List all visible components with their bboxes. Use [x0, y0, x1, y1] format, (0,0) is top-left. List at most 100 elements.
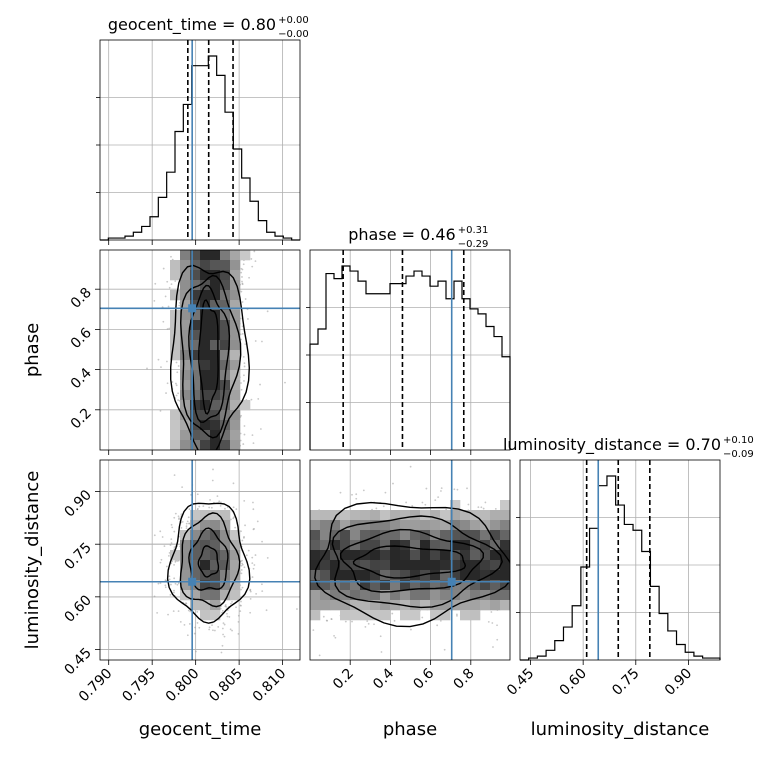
- density-cell: [220, 350, 231, 361]
- density-cell: [330, 560, 341, 571]
- density-cell: [230, 350, 241, 361]
- sample-point: [251, 434, 254, 437]
- density-cell: [370, 610, 381, 621]
- sample-point: [240, 388, 243, 391]
- density-cell: [450, 540, 461, 551]
- sample-point: [237, 633, 240, 635]
- density-cell: [460, 600, 471, 611]
- sample-point: [251, 265, 254, 268]
- sample-point: [243, 365, 246, 368]
- density-cell: [210, 570, 221, 581]
- truth-marker: [188, 304, 197, 313]
- sample-point: [234, 526, 237, 529]
- sample-point: [173, 564, 175, 566]
- sample-point: [178, 518, 180, 521]
- density-cell: [330, 590, 341, 601]
- density-cell: [370, 550, 381, 561]
- sample-point: [198, 626, 201, 629]
- sample-point: [339, 491, 342, 494]
- density-cell: [330, 540, 341, 551]
- sample-point: [240, 564, 243, 567]
- sample-point: [421, 501, 424, 504]
- density-cell: [220, 560, 231, 571]
- density-cell: [480, 580, 491, 591]
- sample-point: [196, 622, 199, 624]
- sample-point: [240, 382, 242, 384]
- sample-point: [232, 517, 235, 520]
- density-cell: [430, 540, 441, 551]
- y-tick-label: 0.75: [61, 540, 94, 573]
- sample-point: [171, 381, 174, 383]
- sample-point: [265, 609, 268, 612]
- density-cell: [310, 510, 321, 521]
- contour-line: [197, 545, 220, 578]
- sample-point: [229, 602, 232, 605]
- sample-point: [164, 584, 167, 587]
- sample-point: [355, 497, 358, 500]
- density-cell: [440, 550, 451, 561]
- sample-point: [229, 628, 232, 631]
- sample-point: [241, 301, 244, 303]
- density-cell: [210, 280, 221, 291]
- sample-point: [456, 613, 458, 616]
- sample-point: [235, 508, 238, 511]
- density-cell: [310, 560, 321, 571]
- sample-point: [384, 491, 387, 494]
- sample-point: [250, 398, 253, 401]
- density-cell: [220, 590, 231, 601]
- sample-point: [241, 586, 244, 589]
- density-cell: [180, 360, 191, 371]
- sample-point: [247, 318, 249, 320]
- sample-point: [173, 474, 176, 477]
- density-cell: [400, 520, 411, 531]
- density-cell: [310, 520, 321, 531]
- histogram-phase: [309, 265, 511, 450]
- sample-point: [170, 538, 173, 541]
- sample-point: [410, 628, 412, 631]
- sample-point: [240, 569, 243, 571]
- density-cell: [200, 600, 211, 611]
- sample-point: [440, 487, 443, 490]
- density-cell: [420, 580, 431, 591]
- sample-point: [425, 487, 428, 490]
- sample-point: [494, 507, 497, 510]
- sample-point: [252, 508, 255, 511]
- density-cell: [200, 300, 211, 311]
- density-cell: [370, 590, 381, 601]
- density-cell: [230, 590, 241, 601]
- sample-point: [187, 609, 190, 612]
- density-cell: [240, 250, 251, 261]
- density-cell: [430, 520, 441, 531]
- sample-point: [212, 629, 214, 632]
- sample-point: [214, 629, 216, 632]
- density-cell: [330, 570, 341, 581]
- x-tick-label: 0.75: [609, 666, 642, 699]
- sample-point: [445, 508, 448, 511]
- density-cell: [360, 530, 371, 541]
- contour-line: [179, 274, 242, 439]
- density-cell: [220, 510, 231, 521]
- density-cell: [380, 580, 391, 591]
- sample-point: [240, 290, 243, 293]
- sample-point: [174, 280, 177, 283]
- density-cell: [400, 530, 411, 541]
- density-cell: [230, 410, 241, 421]
- density-cell: [200, 400, 211, 411]
- sample-point: [243, 380, 245, 382]
- density-cell: [360, 510, 371, 521]
- density-cell: [200, 380, 211, 391]
- density-cell: [170, 420, 181, 431]
- density-cell: [350, 530, 361, 541]
- density-cell: [230, 310, 241, 321]
- density-cell: [190, 560, 201, 571]
- panel-title-geocent_time: geocent_time = 0.80: [108, 15, 276, 35]
- density-cell: [330, 550, 341, 561]
- sample-point: [177, 365, 180, 367]
- density-cell: [200, 410, 211, 421]
- sample-point: [164, 579, 167, 582]
- sample-point: [187, 516, 190, 519]
- sample-point: [221, 627, 224, 630]
- density-cell: [210, 520, 221, 531]
- sample-point: [177, 515, 180, 518]
